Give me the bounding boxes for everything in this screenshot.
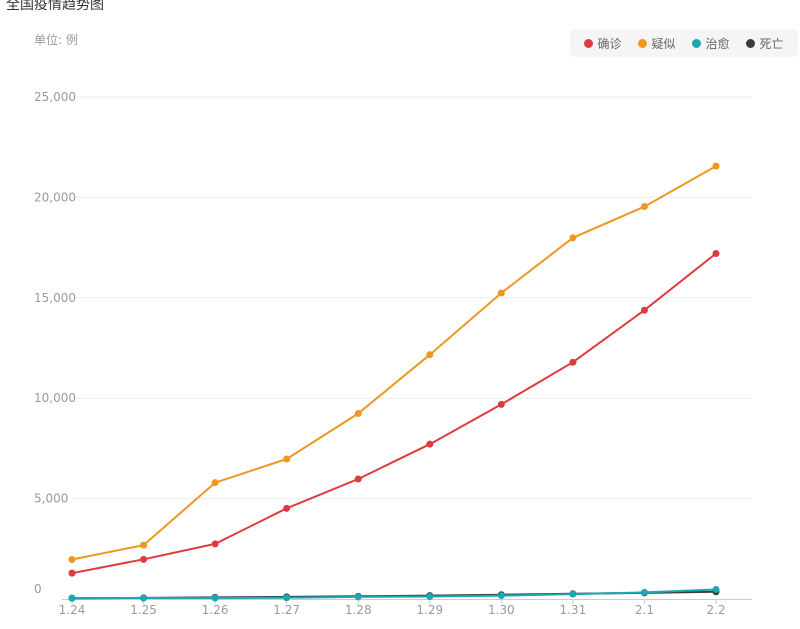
chart-title: 全国疫情趋势图 <box>6 0 104 13</box>
data-point <box>497 400 505 408</box>
data-point <box>211 479 219 487</box>
legend-dot-confirmed <box>584 38 594 48</box>
legend-label-cured: 治愈 <box>705 36 730 51</box>
data-point <box>569 358 577 366</box>
x-tick-label: 1.29 <box>416 603 443 617</box>
data-point <box>497 592 505 600</box>
series-line <box>71 252 717 575</box>
y-tick-label: 15,000 <box>34 291 76 305</box>
x-tick-label: 1.24 <box>59 603 86 617</box>
data-point <box>640 203 648 211</box>
data-point <box>569 234 577 242</box>
legend-label-confirmed: 确诊 <box>597 36 622 51</box>
data-point <box>640 306 648 314</box>
chart-legend: 确诊 疑似 治愈 死亡 <box>570 29 798 57</box>
x-tick-label: 2.2 <box>706 603 725 617</box>
data-point <box>426 351 434 359</box>
legend-item-suspected[interactable]: 疑似 <box>638 35 676 52</box>
data-point <box>712 585 720 593</box>
data-point <box>712 250 720 258</box>
data-point <box>140 594 148 602</box>
legend-item-deaths[interactable]: 死亡 <box>746 35 784 52</box>
data-point <box>426 593 434 601</box>
y-tick-label: 20,000 <box>34 190 76 204</box>
legend-item-cured[interactable]: 治愈 <box>692 35 730 52</box>
data-point <box>211 540 219 548</box>
data-point <box>283 504 291 512</box>
legend-dot-cured <box>692 38 702 48</box>
x-tick-label: 2.1 <box>635 603 654 617</box>
x-tick-label: 1.25 <box>130 603 157 617</box>
data-point <box>68 569 76 577</box>
legend-dot-deaths <box>746 38 756 48</box>
data-point <box>211 594 219 602</box>
x-tick-label: 1.28 <box>345 603 372 617</box>
data-point <box>354 409 362 417</box>
series-line <box>71 588 717 600</box>
data-point <box>140 555 148 563</box>
legend-label-deaths: 死亡 <box>759 36 784 51</box>
y-tick-label: 5,000 <box>34 492 68 506</box>
data-point <box>712 162 720 170</box>
legend-label-suspected: 疑似 <box>651 36 676 51</box>
data-point <box>569 590 577 598</box>
unit-label: 单位: 例 <box>34 33 78 47</box>
data-point <box>68 594 76 602</box>
x-tick-label: 1.26 <box>202 603 229 617</box>
y-tick-label: 0 <box>34 582 42 596</box>
data-point <box>354 593 362 601</box>
data-point <box>68 556 76 564</box>
data-point <box>497 289 505 297</box>
data-point <box>283 455 291 463</box>
data-point <box>426 440 434 448</box>
y-tick-label: 10,000 <box>34 391 76 405</box>
data-point <box>640 588 648 596</box>
series-line <box>71 165 717 561</box>
legend-item-confirmed[interactable]: 确诊 <box>584 35 622 52</box>
x-tick-label: 1.30 <box>488 603 515 617</box>
data-point <box>283 594 291 602</box>
data-point <box>140 541 148 549</box>
legend-dot-suspected <box>638 38 648 48</box>
x-tick-label: 1.27 <box>273 603 300 617</box>
y-tick-label: 25,000 <box>34 90 76 104</box>
x-tick-label: 1.31 <box>560 603 587 617</box>
data-point <box>354 475 362 483</box>
